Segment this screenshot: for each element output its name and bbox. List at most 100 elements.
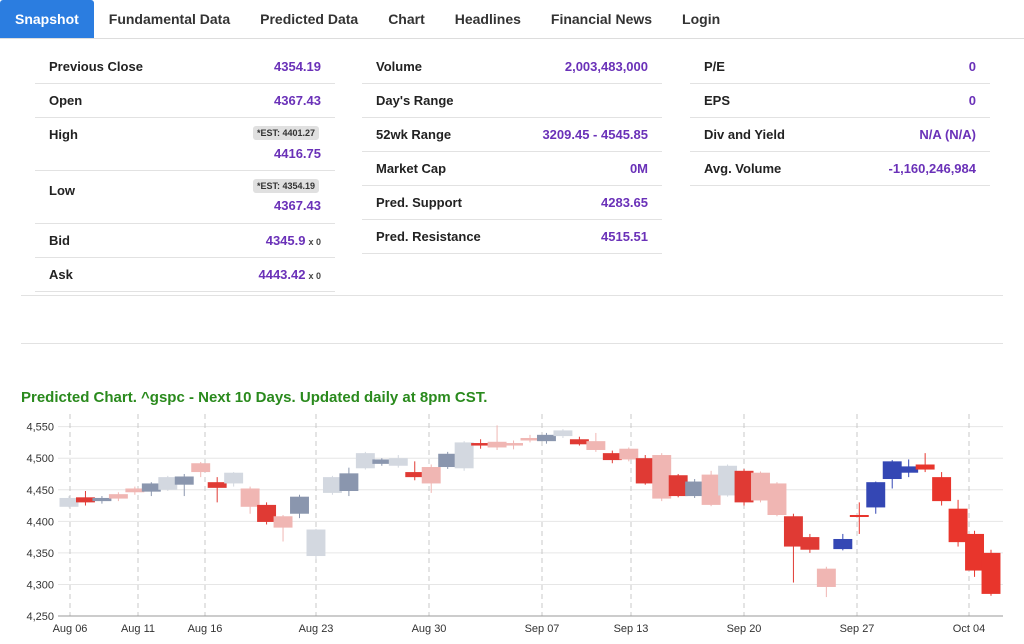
52wk-range-label: 52wk Range bbox=[376, 127, 452, 142]
ask-value: 4443.42 bbox=[258, 267, 306, 282]
tab-chart[interactable]: Chart bbox=[388, 11, 425, 27]
candle bbox=[355, 451, 375, 470]
candle-body bbox=[718, 465, 738, 496]
x-tick-label: Sep 07 bbox=[525, 623, 560, 635]
candle bbox=[701, 470, 721, 507]
x-axis: Aug 06 Aug 11 Aug 16 Aug 23 Aug 30 Sep 07 Sep … bbox=[53, 615, 1003, 635]
candle bbox=[158, 475, 178, 492]
candle bbox=[899, 459, 919, 478]
candle-body bbox=[981, 552, 1001, 594]
pe-row: P/E 0 bbox=[690, 50, 990, 84]
candle bbox=[75, 491, 95, 506]
candle bbox=[816, 566, 836, 598]
candle-body bbox=[471, 443, 491, 446]
eps-row: EPS 0 bbox=[690, 84, 990, 118]
y-tick-label: 4,250 bbox=[26, 611, 54, 623]
candle-body bbox=[290, 496, 309, 514]
candle bbox=[932, 472, 952, 506]
candle-body bbox=[388, 458, 408, 466]
avg-volume-value: -1,160,246,984 bbox=[888, 161, 976, 176]
high-value: 4416.75 bbox=[274, 146, 321, 161]
candle bbox=[553, 429, 573, 438]
previous-close-value: 4354.19 bbox=[274, 59, 321, 74]
candle-body bbox=[932, 477, 952, 502]
candle bbox=[751, 471, 770, 503]
candle bbox=[339, 467, 359, 497]
candle-body bbox=[322, 477, 342, 493]
candle-body bbox=[619, 448, 639, 460]
candle-body bbox=[586, 441, 606, 450]
y-tick-label: 4,550 bbox=[26, 422, 54, 434]
candle bbox=[207, 477, 227, 503]
quote-column-1: Previous Close 4354.19 Open 4367.43 High… bbox=[35, 50, 335, 292]
candle-body bbox=[866, 482, 886, 508]
section-divider bbox=[21, 295, 1003, 296]
tab-predicted-data[interactable]: Predicted Data bbox=[260, 11, 359, 27]
y-tick-label: 4,300 bbox=[26, 579, 54, 591]
pred-support-label: Pred. Support bbox=[376, 195, 462, 210]
candle-body bbox=[833, 538, 853, 550]
candle-body bbox=[602, 453, 622, 461]
ask-label: Ask bbox=[49, 267, 73, 282]
high-label: High bbox=[49, 127, 78, 142]
candle-body bbox=[108, 494, 128, 499]
market-cap-row: Market Cap 0M bbox=[362, 152, 662, 186]
tab-headlines[interactable]: Headlines bbox=[454, 11, 521, 27]
candle-body bbox=[569, 439, 589, 445]
candle-series bbox=[59, 425, 1001, 598]
candle-body bbox=[882, 461, 902, 480]
ask-row: Ask 4443.42 x 0 bbox=[35, 258, 335, 292]
low-est-badge: *EST: 4354.19 bbox=[252, 179, 319, 193]
candle bbox=[191, 461, 211, 478]
candle bbox=[290, 494, 309, 519]
tab-fundamental-data[interactable]: Fundamental Data bbox=[108, 11, 231, 27]
candle bbox=[767, 482, 787, 517]
candle bbox=[569, 436, 589, 446]
bid-label: Bid bbox=[49, 233, 70, 248]
pred-resistance-row: Pred. Resistance 4515.51 bbox=[362, 220, 662, 254]
candle bbox=[652, 453, 672, 502]
market-cap-value: 0M bbox=[629, 161, 648, 176]
candle bbox=[981, 549, 1001, 596]
bid-size: x 0 bbox=[308, 237, 321, 247]
avg-volume-row: Avg. Volume -1,160,246,984 bbox=[690, 152, 990, 186]
bid-row: Bid 4345.9 x 0 bbox=[35, 224, 335, 258]
volume-value: 2,003,483,000 bbox=[564, 59, 648, 74]
candle bbox=[487, 425, 507, 450]
candle bbox=[685, 479, 705, 498]
candle bbox=[586, 432, 606, 452]
candle bbox=[602, 450, 622, 464]
open-row: Open 4367.43 bbox=[35, 84, 335, 118]
tab-snapshot[interactable]: Snapshot bbox=[0, 0, 94, 38]
candle-body bbox=[767, 483, 787, 515]
days-range-row: Day's Range bbox=[362, 84, 662, 118]
candle-body bbox=[487, 441, 507, 448]
candle-body bbox=[800, 537, 820, 550]
candle-body bbox=[405, 472, 425, 478]
pred-resistance-label: Pred. Resistance bbox=[376, 229, 481, 244]
market-cap-label: Market Cap bbox=[376, 161, 447, 176]
candle bbox=[536, 432, 556, 444]
candle bbox=[849, 502, 869, 534]
low-value: 4367.43 bbox=[274, 198, 321, 213]
x-tick-label: Aug 11 bbox=[121, 623, 155, 635]
bid-value-wrap: 4345.9 x 0 bbox=[266, 233, 321, 248]
candle-body bbox=[240, 488, 260, 507]
52wk-range-value: 3209.45 - 4545.85 bbox=[542, 127, 648, 142]
candle-body bbox=[915, 464, 935, 470]
candle bbox=[108, 492, 128, 502]
candle-body bbox=[520, 437, 540, 441]
tab-login[interactable]: Login bbox=[682, 11, 721, 27]
candle bbox=[504, 440, 524, 450]
section-divider bbox=[21, 343, 1003, 344]
candle-body bbox=[899, 466, 919, 473]
tab-financial-news[interactable]: Financial News bbox=[550, 11, 653, 27]
candle-body bbox=[372, 459, 392, 464]
high-est-badge: *EST: 4401.27 bbox=[252, 126, 319, 140]
candlestick-chart: 4,250 4,300 4,350 4,400 4,450 4,500 4,550 Aug … bbox=[26, 414, 1003, 635]
div-yield-row: Div and Yield N/A (N/A) bbox=[690, 118, 990, 152]
candle-body bbox=[207, 482, 227, 488]
pe-value: 0 bbox=[968, 59, 976, 74]
days-range-label: Day's Range bbox=[376, 93, 454, 108]
y-axis: 4,250 4,300 4,350 4,400 4,450 4,500 4,550 bbox=[26, 422, 54, 623]
